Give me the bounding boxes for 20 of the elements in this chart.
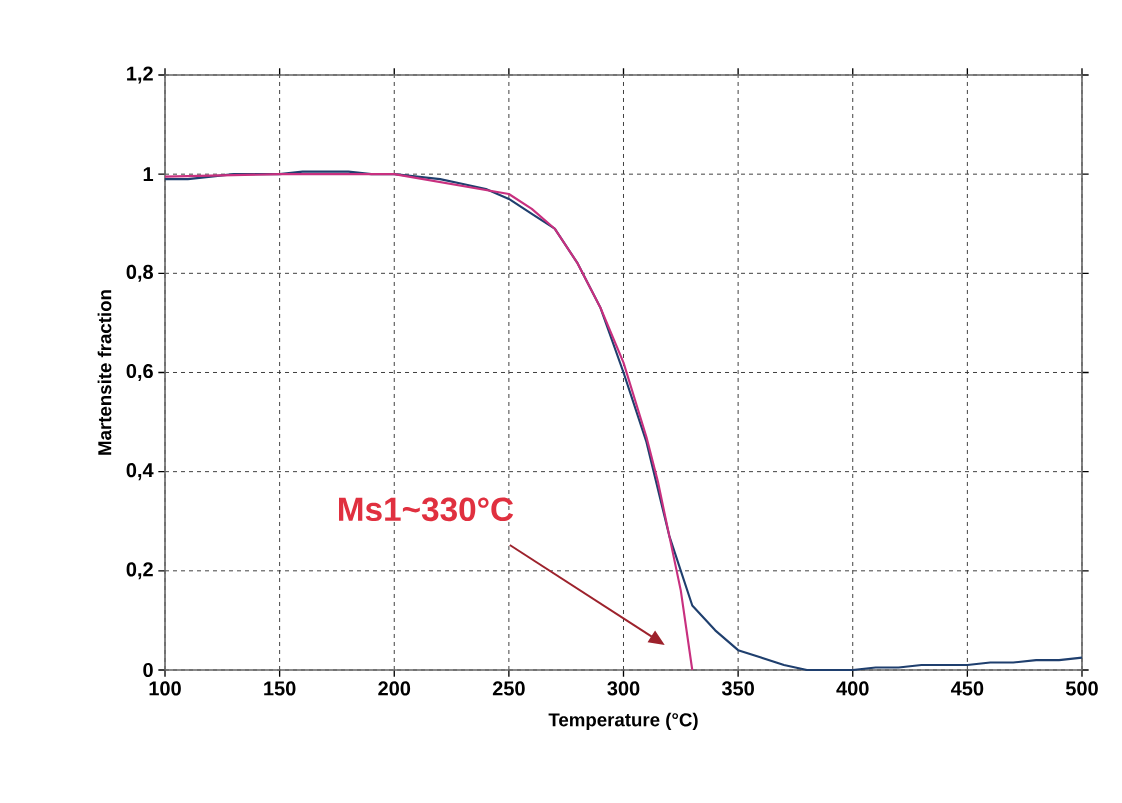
x-tick-label: 350 [721,681,754,696]
y-tick-label: 0,4 [126,463,154,481]
line-series [163,173,694,672]
x-tick-label: 450 [950,681,984,696]
y-tick-label: 1,2 [127,66,153,84]
annotation: Ms1~330°C [339,497,514,522]
y-axis-title: Martensite fraction [97,290,112,455]
x-tick-label: 250 [492,681,525,696]
y-tick-label: 0 [143,662,153,678]
x-tick-label: 100 [149,681,181,696]
x-tick-label: 300 [607,681,640,696]
y-tick-label: 0,2 [126,562,153,580]
x-tick-label: 200 [378,681,411,696]
x-tick-label: 400 [836,681,869,696]
x-tick-label: 150 [264,681,296,696]
y-tick-label: 1 [143,167,154,182]
y-tick-label: 0,6 [126,363,153,382]
x-tick-label: 500 [1065,681,1098,696]
y-tick-label: 0,8 [126,264,153,282]
x-axis-title: Temperature (°C) [548,712,698,731]
